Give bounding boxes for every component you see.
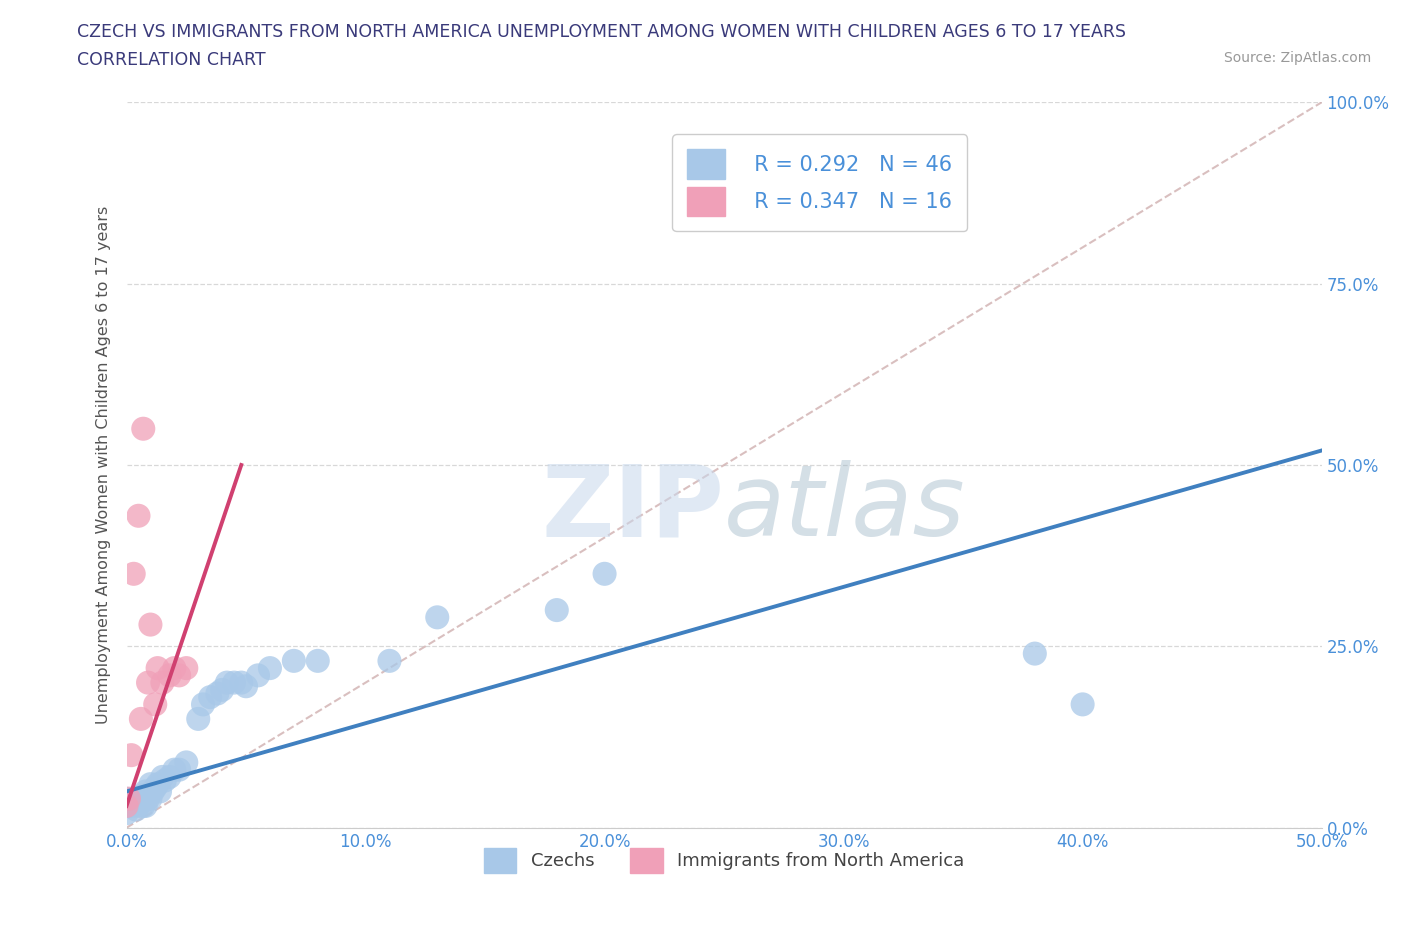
Immigrants from North America	[127, 509, 149, 524]
Czechs	[259, 660, 281, 675]
Czechs	[153, 773, 176, 788]
Immigrants from North America	[129, 711, 152, 726]
Czechs	[426, 610, 449, 625]
Czechs	[247, 668, 270, 683]
Czechs	[135, 784, 157, 799]
Czechs	[115, 791, 138, 806]
Immigrants from North America	[120, 748, 142, 763]
Legend: Czechs, Immigrants from North America: Czechs, Immigrants from North America	[477, 841, 972, 881]
Immigrants from North America	[163, 660, 186, 675]
Text: CZECH VS IMMIGRANTS FROM NORTH AMERICA UNEMPLOYMENT AMONG WOMEN WITH CHILDREN AG: CZECH VS IMMIGRANTS FROM NORTH AMERICA U…	[77, 23, 1126, 41]
Czechs	[1071, 697, 1094, 711]
Czechs	[593, 566, 616, 581]
Czechs	[191, 697, 214, 711]
Immigrants from North America	[139, 618, 162, 632]
Czechs	[122, 795, 145, 810]
Czechs	[143, 780, 166, 795]
Y-axis label: Unemployment Among Women with Children Ages 6 to 17 years: Unemployment Among Women with Children A…	[96, 206, 111, 724]
Czechs	[1024, 646, 1046, 661]
Czechs	[129, 795, 152, 810]
Czechs	[378, 654, 401, 669]
Czechs	[136, 791, 159, 806]
Czechs	[149, 784, 172, 799]
Immigrants from North America	[167, 668, 190, 683]
Czechs	[235, 679, 257, 694]
Czechs	[132, 788, 155, 803]
Czechs	[146, 777, 169, 791]
Text: atlas: atlas	[724, 460, 966, 557]
Immigrants from North America	[122, 566, 145, 581]
Czechs	[207, 686, 229, 701]
Czechs	[174, 755, 197, 770]
Text: Source: ZipAtlas.com: Source: ZipAtlas.com	[1223, 51, 1371, 65]
Czechs	[167, 763, 190, 777]
Czechs	[159, 769, 181, 784]
Czechs	[132, 799, 155, 814]
Immigrants from North America	[159, 668, 181, 683]
Czechs	[211, 683, 233, 698]
Czechs	[127, 791, 149, 806]
Czechs	[215, 675, 238, 690]
Immigrants from North America	[136, 675, 159, 690]
Text: CORRELATION CHART: CORRELATION CHART	[77, 51, 266, 69]
Czechs	[139, 791, 162, 806]
Czechs	[142, 784, 165, 799]
Czechs	[125, 802, 148, 817]
Czechs	[231, 675, 253, 690]
Czechs	[200, 690, 222, 705]
Immigrants from North America	[143, 697, 166, 711]
Czechs	[163, 763, 186, 777]
Czechs	[150, 769, 174, 784]
Immigrants from North America	[115, 799, 138, 814]
Czechs	[115, 805, 138, 820]
Immigrants from North America	[150, 675, 174, 690]
Czechs	[115, 799, 138, 814]
Czechs	[546, 603, 568, 618]
Czechs	[127, 799, 149, 814]
Immigrants from North America	[132, 421, 155, 436]
Czechs	[187, 711, 209, 726]
Czechs	[139, 777, 162, 791]
Immigrants from North America	[118, 791, 141, 806]
Czechs	[135, 799, 157, 814]
Immigrants from North America	[174, 660, 197, 675]
Czechs	[120, 799, 142, 814]
Text: ZIP: ZIP	[541, 460, 724, 557]
Czechs	[283, 654, 305, 669]
Immigrants from North America	[146, 660, 169, 675]
Czechs	[307, 654, 329, 669]
Czechs	[222, 675, 246, 690]
Czechs	[115, 799, 138, 814]
